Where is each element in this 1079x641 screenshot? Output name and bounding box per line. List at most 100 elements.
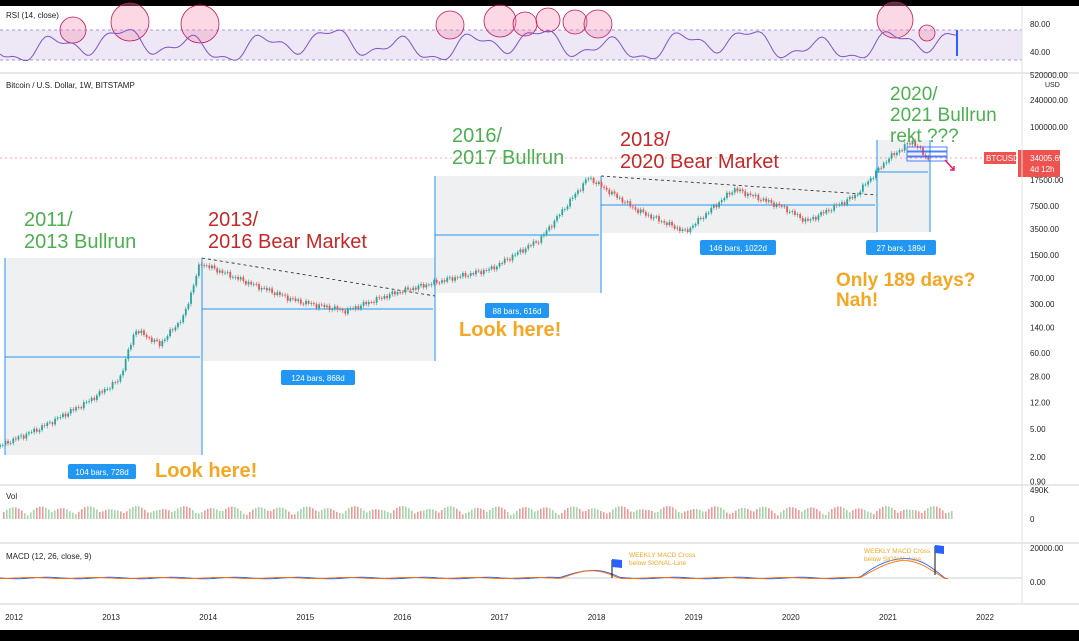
candle-body: [192, 285, 195, 293]
time-tick-label: 2012: [5, 613, 23, 622]
volume-bar: [288, 511, 290, 519]
volume-bar: [180, 506, 182, 519]
volume-bar: [192, 510, 194, 519]
range-label-2-text: 124 bars, 868d: [291, 374, 344, 383]
volume-bar: [939, 507, 941, 519]
candle-body: [320, 304, 323, 306]
volume-bar: [930, 506, 932, 519]
annotation-look-here-1: Look here!: [155, 460, 257, 482]
candle-body: [242, 277, 245, 281]
volume-bar: [219, 511, 221, 519]
volume-bar: [303, 507, 305, 519]
candle-body: [511, 254, 514, 261]
candle-body: [378, 297, 381, 299]
candle-body: [634, 207, 637, 210]
volume-bar: [18, 508, 20, 519]
macd-note-2018: WEEKLY MACD Cross below SIGNAL-Line: [629, 552, 697, 567]
volume-bar: [735, 510, 737, 519]
volume-bar: [606, 513, 608, 519]
volume-bar: [753, 511, 755, 519]
volume-bar: [375, 509, 377, 519]
volume-bar: [864, 509, 866, 519]
price-tick-label: 1500.00: [1030, 251, 1059, 260]
volume-bar: [351, 506, 353, 519]
candle-body: [443, 280, 446, 282]
rsi-overbought-circle: [435, 10, 465, 40]
candle-body: [514, 254, 517, 256]
candle-body: [132, 334, 135, 345]
candle-body: [161, 340, 164, 347]
volume-bar: [366, 512, 368, 519]
candle-body: [467, 275, 470, 277]
volume-bar: [951, 511, 953, 519]
candle-body: [770, 200, 773, 203]
rsi-highlight-circles: [59, 1, 936, 44]
volume-bar: [489, 509, 491, 519]
candle-body: [519, 249, 522, 253]
volume-bar: [501, 507, 503, 519]
volume-bar: [189, 507, 191, 519]
candle-body: [373, 302, 375, 303]
range-label-5-text: 27 bars, 189d: [877, 244, 926, 253]
candle-body: [522, 249, 524, 253]
rsi-panel: RSI (14, close) 80.00 40.00: [0, 1, 1051, 62]
candle-body: [417, 285, 420, 290]
candle-body: [786, 206, 788, 213]
candle-body: [346, 308, 349, 314]
volume-bar: [747, 508, 749, 519]
candle-body: [365, 301, 368, 305]
volume-bar: [3, 512, 5, 519]
volume-bar: [522, 507, 524, 519]
trendline-2018: [600, 175, 878, 196]
candle-body: [456, 277, 459, 279]
candle-body: [566, 206, 569, 210]
candle-body: [143, 330, 145, 335]
candle-body: [911, 140, 914, 145]
volume-bar: [729, 514, 731, 519]
candle-body: [569, 198, 571, 207]
price-tick-label: 7500.00: [1030, 202, 1059, 211]
volume-bar: [363, 510, 365, 519]
volume-bar: [477, 507, 479, 519]
volume-bar: [81, 509, 83, 519]
candle-body: [331, 309, 334, 311]
candle-body: [543, 234, 545, 236]
price-tick-label: 5.00: [1030, 425, 1046, 434]
rsi-overbought-circle: [876, 1, 914, 39]
volume-bar: [456, 508, 458, 519]
rsi-line: [0, 29, 958, 62]
volume-bar: [468, 511, 470, 519]
candle-body: [765, 198, 768, 202]
candle-body: [652, 217, 655, 219]
candle-body: [558, 214, 561, 217]
volume-bar: [12, 507, 14, 519]
time-tick-label: 2018: [588, 613, 606, 622]
candle-body: [574, 193, 577, 198]
volume-bar: [921, 512, 923, 519]
candle-body: [98, 391, 101, 396]
price-tick-label: 2.00: [1030, 453, 1046, 462]
rsi-overbought-circle: [512, 11, 538, 37]
candle-body: [386, 296, 388, 299]
range-label-4-text: 146 bars, 1022d: [709, 244, 767, 253]
candle-body: [318, 304, 321, 309]
candle-body: [914, 140, 917, 146]
candle-body: [294, 298, 297, 301]
candle-body: [825, 209, 828, 214]
candle-body: [391, 291, 394, 295]
rsi-overbought-circle: [562, 9, 588, 35]
candle-body: [451, 277, 454, 281]
volume-bar: [444, 507, 446, 519]
volume-bar: [882, 506, 884, 519]
candle-body: [412, 287, 415, 291]
volume-bar: [258, 507, 260, 519]
volume-bar: [450, 506, 452, 519]
candle-body: [618, 197, 621, 199]
macd-panel: MACD (12, 26, close, 9) WEEKLY MACD Cros…: [0, 544, 1064, 587]
candle-body: [859, 191, 862, 195]
candle-body: [430, 284, 433, 286]
volume-bar: [870, 512, 872, 519]
candle-body: [736, 188, 739, 192]
candle-body: [600, 181, 603, 187]
